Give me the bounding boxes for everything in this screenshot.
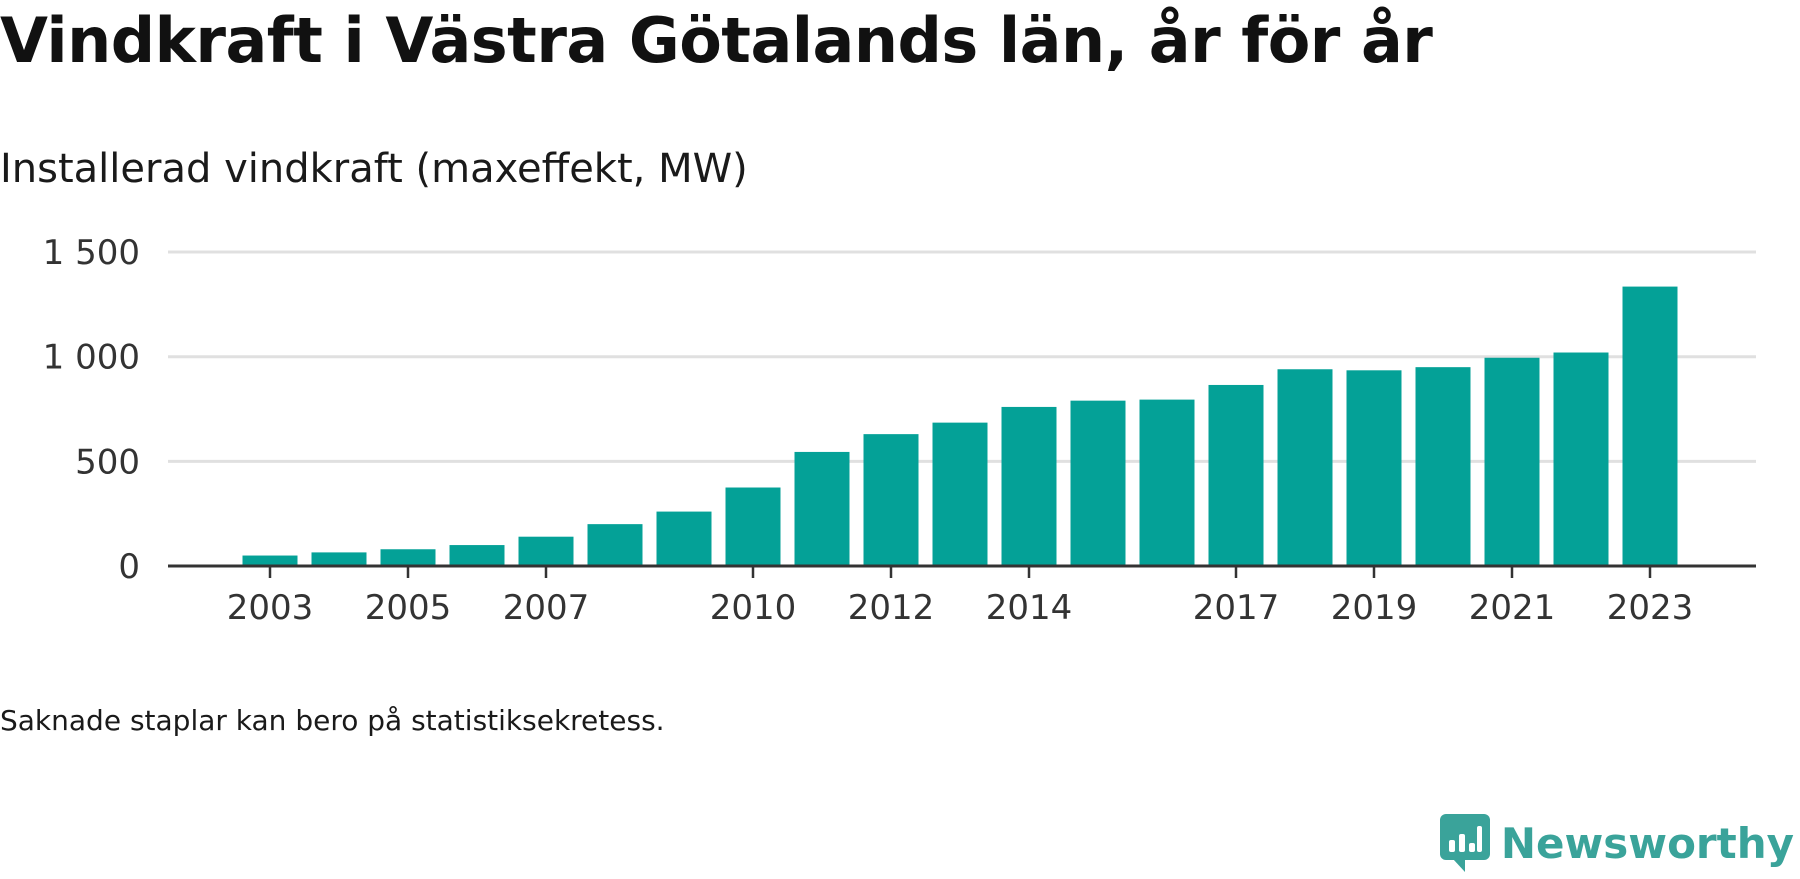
bar-2020 <box>1415 367 1471 566</box>
x-tick-label: 2017 <box>1193 588 1280 628</box>
bar-2015 <box>1070 400 1126 566</box>
bar-2019 <box>1346 370 1402 566</box>
y-tick-label: 500 <box>75 442 140 482</box>
x-tick-label: 2012 <box>848 588 935 628</box>
x-tick-labels: 2003 2005 2007 2010 2012 2014 2017 2019 2021 2023 <box>227 588 1694 628</box>
footnote: Saknade staplar kan bero på statistiksek… <box>0 704 665 737</box>
chart-title: Vindkraft i Västra Götalands län, år för… <box>0 4 1433 77</box>
y-tick-labels: 0 500 1 000 1 500 <box>43 233 140 587</box>
bar-2009 <box>656 511 712 566</box>
bar-2022 <box>1553 352 1609 566</box>
x-tick-label: 2019 <box>1331 588 1418 628</box>
newsworthy-logo-icon <box>1439 814 1490 872</box>
bar-2004 <box>311 552 367 566</box>
bar-2018 <box>1277 369 1333 566</box>
x-tick-label: 2005 <box>365 588 452 628</box>
bar-2013 <box>932 422 988 566</box>
bar-2014 <box>1001 406 1057 566</box>
y-tick-label: 1 500 <box>43 233 140 273</box>
brand-logo: Newsworthy <box>1439 807 1794 879</box>
x-tick-label: 2023 <box>1607 588 1694 628</box>
y-tick-label: 0 <box>118 547 140 587</box>
bar-2017 <box>1208 384 1264 566</box>
bar-2011 <box>794 451 850 566</box>
bar-2021 <box>1484 357 1540 566</box>
x-tick-label: 2021 <box>1469 588 1556 628</box>
bar-2006 <box>449 545 505 566</box>
chart-subtitle: Installerad vindkraft (maxeffekt, MW) <box>0 146 748 192</box>
bar-2005 <box>380 549 436 566</box>
bar-2007 <box>518 536 574 566</box>
x-tick-label: 2007 <box>503 588 590 628</box>
bar-2010 <box>725 487 781 566</box>
bar-2003 <box>242 555 298 566</box>
bar-2012 <box>863 434 919 566</box>
x-tick-label: 2003 <box>227 588 314 628</box>
bars <box>242 286 1678 566</box>
bar-2023 <box>1622 286 1678 566</box>
x-tick-label: 2014 <box>986 588 1073 628</box>
y-tick-label: 1 000 <box>43 338 140 378</box>
x-tick-label: 2010 <box>710 588 797 628</box>
x-axis <box>168 564 1756 578</box>
bar-2016 <box>1139 399 1195 566</box>
brand-name: Newsworthy <box>1500 818 1794 868</box>
bar-2008 <box>587 524 643 566</box>
